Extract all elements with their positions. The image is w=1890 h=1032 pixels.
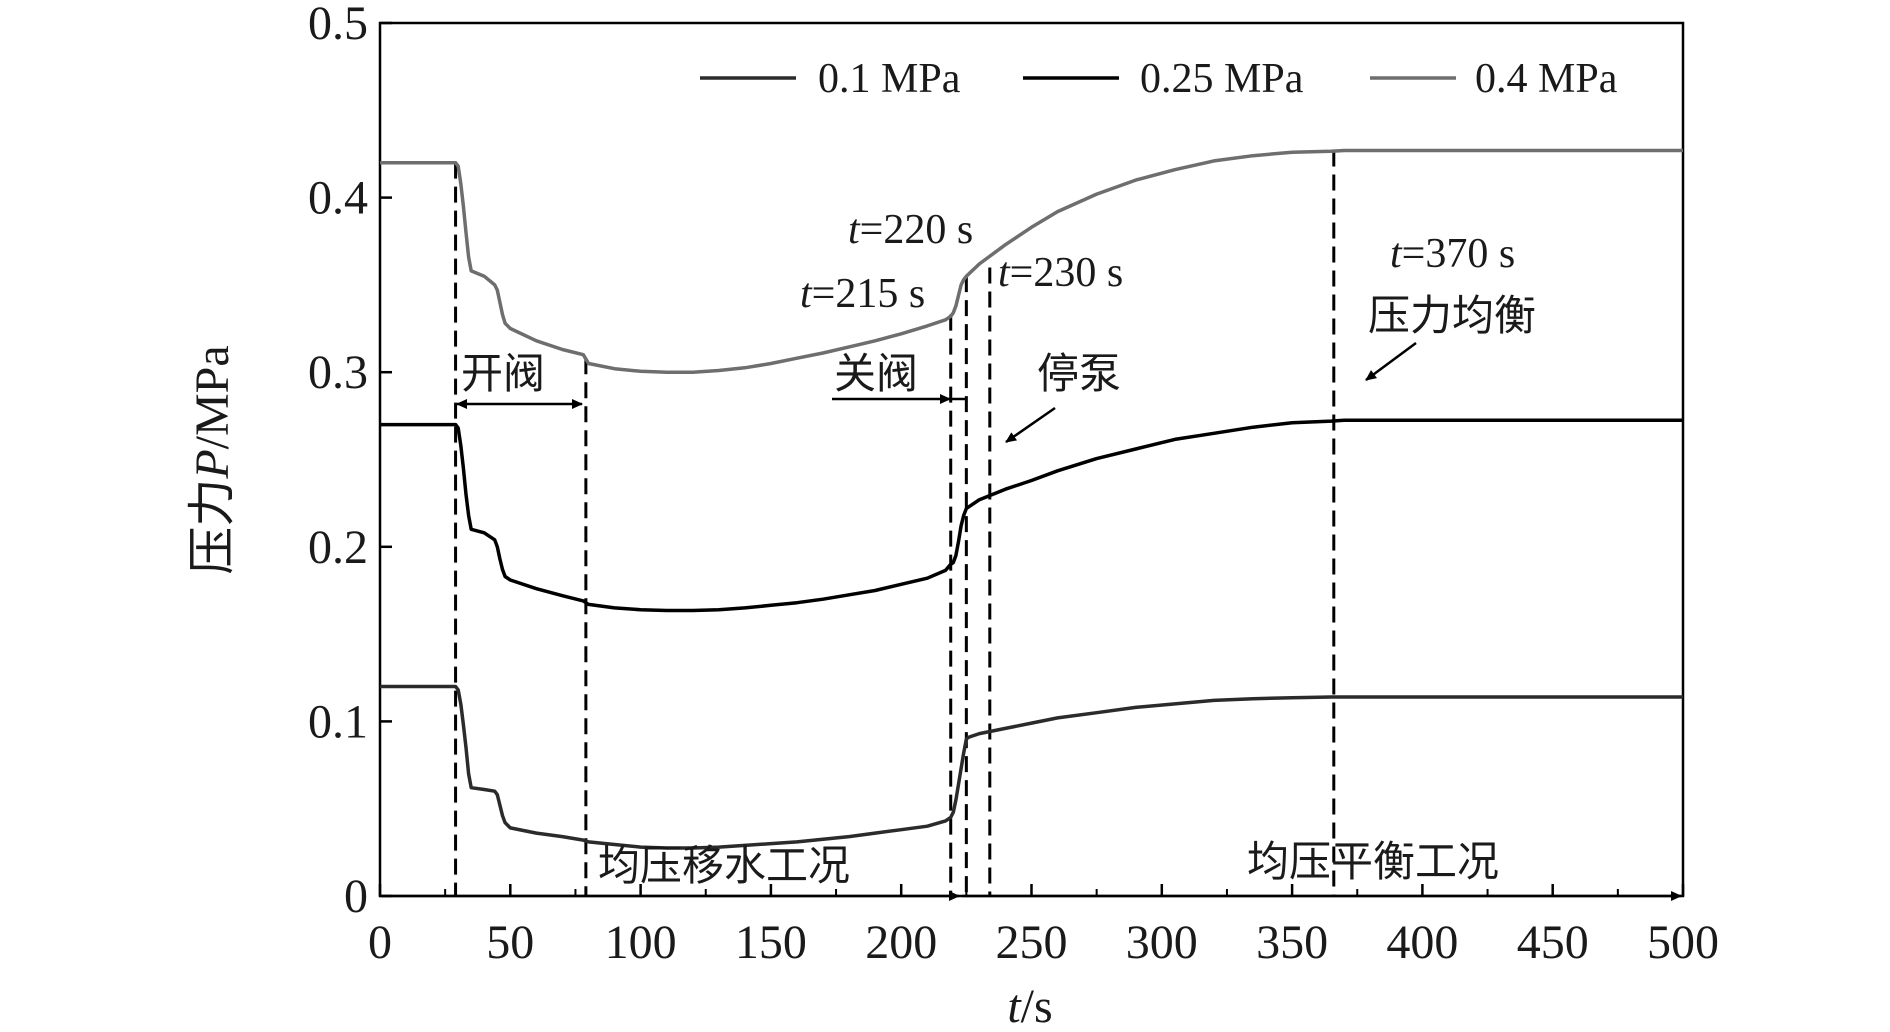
- x-tick-label: 350: [1256, 916, 1328, 969]
- y-axis-title-var: P: [186, 449, 239, 479]
- y-tick-label: 0.2: [308, 521, 368, 574]
- y-tick-label: 0: [344, 870, 368, 923]
- annotation-t370: t=370 s: [1390, 231, 1515, 277]
- y-axis-title-prefix: 压力: [184, 479, 240, 575]
- y-axis-title: 压力P/MPa: [184, 345, 240, 574]
- series-line-0_1mpa: [380, 684, 1683, 850]
- x-tick-label: 500: [1647, 916, 1719, 969]
- x-tick-label: 100: [605, 916, 677, 969]
- label-stage-pressure-balance: 均压平衡工况: [1247, 840, 1499, 886]
- series-lines: [380, 148, 1683, 850]
- x-tick-label: 250: [996, 916, 1068, 969]
- label-stop-pump: 停泵: [1037, 351, 1121, 398]
- y-axis-ticks: 0 0.1 0.2 0.3 0.4 0.5: [308, 0, 392, 923]
- x-tick-label: 50: [486, 916, 534, 969]
- y-tick-label: 0.3: [308, 346, 368, 399]
- x-axis-title-var: t: [1007, 980, 1022, 1032]
- x-tick-label: 200: [865, 916, 937, 969]
- x-tick-label: 450: [1517, 916, 1589, 969]
- series-line-0_4mpa: [380, 148, 1683, 374]
- label-close-valve: 关阀: [834, 352, 918, 398]
- label-open-valve: 开阀: [461, 352, 545, 398]
- y-tick-label: 0.1: [308, 695, 368, 748]
- legend-label-0.25mpa: 0.25 MPa: [1140, 56, 1304, 102]
- x-axis-title: t/s: [1007, 980, 1052, 1032]
- legend: 0.1 MPa 0.25 MPa 0.4 MPa: [700, 56, 1618, 102]
- label-pressure-balance: 压力均衡: [1368, 294, 1536, 340]
- stop-pump-arrow: [1005, 406, 1056, 444]
- label-stage-pressure-transfer: 均压移水工况: [598, 844, 850, 890]
- y-tick-label: 0.4: [308, 172, 368, 225]
- x-axis-title-unit: /s: [1021, 980, 1053, 1032]
- plot-frame: [378, 21, 1685, 898]
- legend-label-0.4mpa: 0.4 MPa: [1475, 56, 1618, 102]
- y-tick-label: 0.5: [308, 0, 368, 50]
- annotation-t230: t=230 s: [998, 250, 1123, 296]
- annotation-t215: t=215 s: [800, 271, 925, 317]
- y-axis-title-unit: /MPa: [186, 345, 239, 449]
- x-tick-label: 400: [1386, 916, 1458, 969]
- series-line-0_25mpa: [380, 418, 1683, 613]
- x-axis-ticks: 0 50 100 150 200 250 300 350 400 450 500: [368, 884, 1719, 969]
- x-tick-label: 0: [368, 916, 392, 969]
- legend-label-0.1mpa: 0.1 MPa: [818, 56, 961, 102]
- x-tick-label: 300: [1126, 916, 1198, 969]
- event-lines: [454, 150, 1336, 896]
- pressure-balance-arrow: [1365, 341, 1417, 382]
- x-tick-label: 150: [735, 916, 807, 969]
- annotation-t220: t=220 s: [848, 207, 973, 253]
